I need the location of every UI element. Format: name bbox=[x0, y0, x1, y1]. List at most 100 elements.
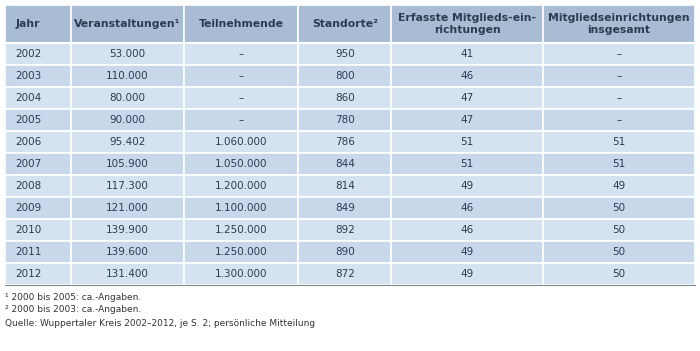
Text: –: – bbox=[239, 49, 244, 59]
Text: 2003: 2003 bbox=[15, 71, 41, 81]
Text: 121.000: 121.000 bbox=[106, 203, 149, 213]
Text: 1.250.000: 1.250.000 bbox=[215, 225, 267, 235]
Text: 46: 46 bbox=[461, 225, 474, 235]
Bar bbox=[184, 87, 298, 109]
Text: 51: 51 bbox=[612, 159, 626, 169]
Bar bbox=[184, 153, 298, 175]
Bar bbox=[543, 153, 695, 175]
Bar bbox=[71, 175, 184, 197]
Text: 2002: 2002 bbox=[15, 49, 41, 59]
Bar bbox=[184, 131, 298, 153]
Text: Standorte²: Standorte² bbox=[312, 19, 378, 29]
Text: 131.400: 131.400 bbox=[106, 269, 149, 279]
Text: 53.000: 53.000 bbox=[109, 49, 146, 59]
Bar bbox=[71, 43, 184, 65]
Text: 2006: 2006 bbox=[15, 137, 41, 147]
Text: 780: 780 bbox=[335, 115, 355, 125]
Bar bbox=[543, 87, 695, 109]
Bar bbox=[298, 219, 391, 241]
Text: 849: 849 bbox=[335, 203, 355, 213]
Bar bbox=[298, 263, 391, 285]
Bar bbox=[184, 175, 298, 197]
Text: 1.050.000: 1.050.000 bbox=[215, 159, 267, 169]
Text: 49: 49 bbox=[461, 181, 474, 191]
Bar bbox=[71, 153, 184, 175]
Text: 890: 890 bbox=[335, 247, 355, 257]
Text: 860: 860 bbox=[335, 93, 355, 103]
Bar bbox=[184, 219, 298, 241]
Bar bbox=[5, 43, 71, 65]
Text: 139.900: 139.900 bbox=[106, 225, 149, 235]
Text: 50: 50 bbox=[612, 269, 626, 279]
Bar bbox=[184, 109, 298, 131]
Text: –: – bbox=[239, 115, 244, 125]
Bar bbox=[543, 131, 695, 153]
Bar bbox=[5, 5, 71, 43]
Bar bbox=[5, 87, 71, 109]
Text: 2009: 2009 bbox=[15, 203, 41, 213]
Bar bbox=[543, 43, 695, 65]
Text: 1.200.000: 1.200.000 bbox=[215, 181, 267, 191]
Bar bbox=[391, 175, 543, 197]
Bar bbox=[391, 43, 543, 65]
Bar bbox=[391, 241, 543, 263]
Bar bbox=[391, 109, 543, 131]
Bar bbox=[71, 131, 184, 153]
Text: 2004: 2004 bbox=[15, 93, 41, 103]
Text: 110.000: 110.000 bbox=[106, 71, 149, 81]
Bar bbox=[391, 5, 543, 43]
Bar bbox=[184, 65, 298, 87]
Text: 50: 50 bbox=[612, 203, 626, 213]
Bar bbox=[5, 65, 71, 87]
Bar bbox=[391, 153, 543, 175]
Text: 2007: 2007 bbox=[15, 159, 41, 169]
Text: 105.900: 105.900 bbox=[106, 159, 149, 169]
Text: 80.000: 80.000 bbox=[109, 93, 146, 103]
Text: 950: 950 bbox=[335, 49, 355, 59]
Bar bbox=[5, 219, 71, 241]
Text: 872: 872 bbox=[335, 269, 355, 279]
Bar bbox=[71, 263, 184, 285]
Text: 50: 50 bbox=[612, 225, 626, 235]
Text: ¹ 2000 bis 2005: ca.-Angaben.: ¹ 2000 bis 2005: ca.-Angaben. bbox=[5, 293, 141, 302]
Text: 50: 50 bbox=[612, 247, 626, 257]
Text: 892: 892 bbox=[335, 225, 355, 235]
Text: 51: 51 bbox=[461, 137, 474, 147]
Bar bbox=[391, 197, 543, 219]
Text: 2011: 2011 bbox=[15, 247, 41, 257]
Text: 95.402: 95.402 bbox=[109, 137, 146, 147]
Bar bbox=[5, 263, 71, 285]
Bar bbox=[543, 241, 695, 263]
Bar bbox=[298, 5, 391, 43]
Bar bbox=[5, 175, 71, 197]
Text: 814: 814 bbox=[335, 181, 355, 191]
Bar bbox=[71, 65, 184, 87]
Text: Quelle: Wuppertaler Kreis 2002–2012, je S. 2; persönliche Mitteilung: Quelle: Wuppertaler Kreis 2002–2012, je … bbox=[5, 319, 315, 328]
Bar bbox=[391, 131, 543, 153]
Text: –: – bbox=[239, 71, 244, 81]
Text: 41: 41 bbox=[461, 49, 474, 59]
Bar bbox=[391, 65, 543, 87]
Bar bbox=[298, 131, 391, 153]
Text: 47: 47 bbox=[461, 93, 474, 103]
Bar bbox=[5, 197, 71, 219]
Bar bbox=[543, 175, 695, 197]
Bar bbox=[391, 219, 543, 241]
Text: 49: 49 bbox=[461, 269, 474, 279]
Text: 139.600: 139.600 bbox=[106, 247, 149, 257]
Text: Jahr: Jahr bbox=[15, 19, 40, 29]
Text: 51: 51 bbox=[612, 137, 626, 147]
Text: –: – bbox=[239, 93, 244, 103]
Text: 2005: 2005 bbox=[15, 115, 41, 125]
Text: 49: 49 bbox=[612, 181, 626, 191]
Bar bbox=[71, 197, 184, 219]
Bar bbox=[5, 153, 71, 175]
Text: 1.250.000: 1.250.000 bbox=[215, 247, 267, 257]
Bar bbox=[298, 153, 391, 175]
Bar bbox=[71, 219, 184, 241]
Text: 46: 46 bbox=[461, 71, 474, 81]
Bar bbox=[543, 109, 695, 131]
Bar bbox=[298, 175, 391, 197]
Text: Erfasste Mitglieds-ein-
richtungen: Erfasste Mitglieds-ein- richtungen bbox=[398, 13, 536, 35]
Text: 2010: 2010 bbox=[15, 225, 41, 235]
